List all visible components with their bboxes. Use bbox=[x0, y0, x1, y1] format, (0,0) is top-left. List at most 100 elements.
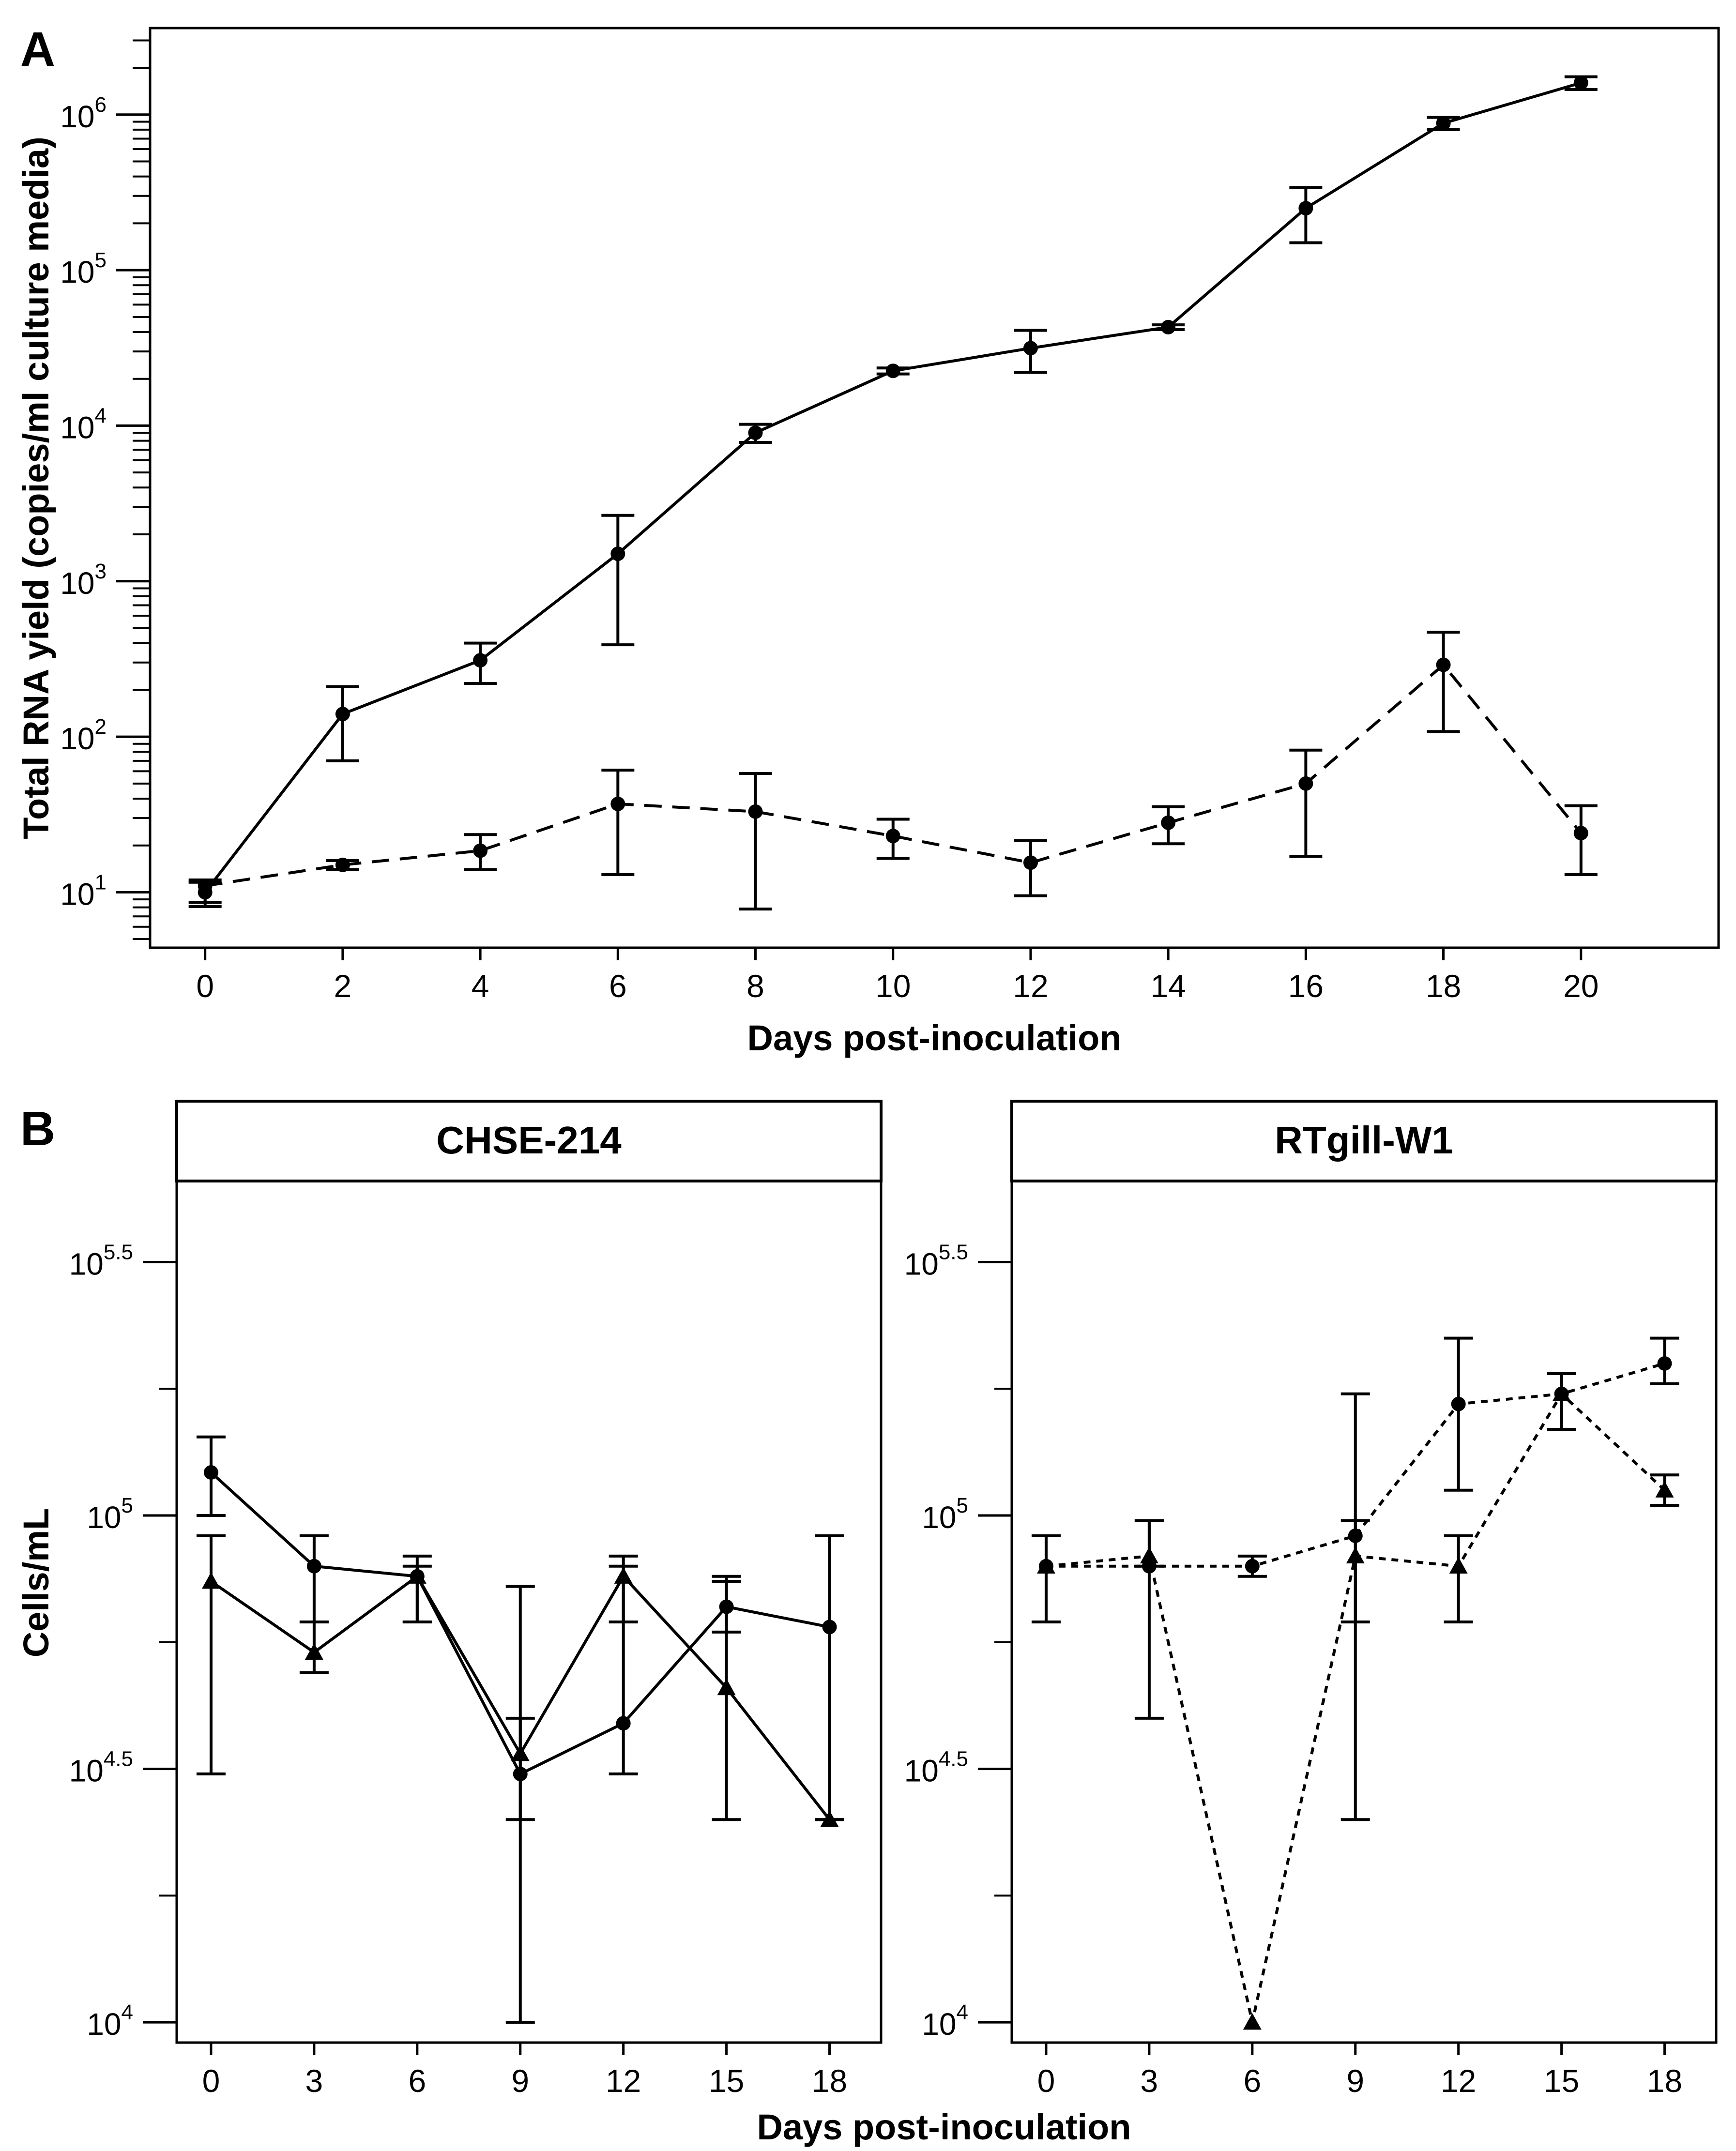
error-bar bbox=[402, 1554, 432, 1623]
panel-label: B bbox=[20, 1102, 55, 1156]
series-dashed bbox=[188, 631, 1598, 911]
data-point bbox=[1449, 1557, 1468, 1574]
y-tick-label: 106 bbox=[60, 93, 107, 134]
x-axis-label: Days post-inoculation bbox=[747, 1018, 1122, 1058]
data-point bbox=[1436, 116, 1451, 131]
data-point bbox=[610, 546, 625, 561]
data-point bbox=[1573, 76, 1588, 91]
data-point bbox=[473, 843, 488, 858]
y-tick-label: 105 bbox=[60, 248, 107, 289]
data-point bbox=[614, 1567, 633, 1584]
error-bar bbox=[1444, 1336, 1473, 1492]
y-axis-label: Cells/mL bbox=[16, 1508, 56, 1657]
error-bar bbox=[1444, 1534, 1473, 1623]
data-point bbox=[1036, 1557, 1055, 1574]
y-tick-label: 105 bbox=[922, 1494, 968, 1535]
plot-frame bbox=[149, 27, 1720, 949]
series-line bbox=[205, 663, 1583, 888]
x-tick-label: 14 bbox=[1150, 968, 1186, 1004]
x-tick-label: 2 bbox=[334, 968, 352, 1004]
data-point bbox=[511, 1744, 530, 1761]
error-bar bbox=[1031, 1534, 1061, 1623]
x-tick-label: 3 bbox=[1141, 2063, 1158, 2099]
x-tick-label: 10 bbox=[875, 968, 911, 1004]
y-tick-label: 105.5 bbox=[69, 1241, 133, 1282]
error-bar bbox=[601, 514, 635, 647]
x-tick-label: 4 bbox=[472, 968, 489, 1004]
series-triangle bbox=[196, 1534, 844, 1827]
facet-strip bbox=[1010, 1100, 1718, 1182]
y-tick-label: 101 bbox=[60, 870, 107, 911]
data-point bbox=[610, 796, 625, 811]
data-point bbox=[1298, 201, 1313, 216]
error-bar bbox=[326, 685, 359, 762]
data-point bbox=[1243, 2013, 1262, 2030]
data-point bbox=[203, 1465, 218, 1480]
y-tick-label: 104.5 bbox=[904, 1747, 968, 1788]
error-bar bbox=[1340, 1519, 1370, 1623]
data-point bbox=[408, 1567, 426, 1584]
data-point bbox=[717, 1679, 736, 1696]
x-axis-label: Days post-inoculation bbox=[757, 2107, 1131, 2147]
data-point bbox=[748, 804, 763, 819]
panel-label: A bbox=[20, 22, 55, 76]
data-point bbox=[335, 707, 350, 722]
data-point bbox=[1023, 855, 1038, 870]
data-point bbox=[1573, 826, 1588, 841]
y-tick-label: 102 bbox=[60, 715, 107, 756]
x-tick-label: 15 bbox=[1544, 2063, 1579, 2099]
data-point bbox=[473, 653, 488, 668]
error-bar bbox=[299, 1534, 329, 1623]
x-tick-label: 9 bbox=[511, 2063, 529, 2099]
panel-b: B Days post-inoculation Cells/mL CHSE-214 10… bbox=[16, 1100, 1718, 2147]
error-bar bbox=[739, 772, 772, 911]
x-tick-label: 12 bbox=[1441, 2063, 1476, 2099]
error-bar bbox=[601, 769, 635, 876]
series-solid bbox=[188, 75, 1598, 904]
y-tick-label: 103 bbox=[60, 560, 107, 601]
data-point bbox=[1451, 1396, 1466, 1411]
error-bar bbox=[196, 1534, 226, 1776]
y-tick-label: 105.5 bbox=[904, 1241, 968, 1282]
y-tick-label: 104.5 bbox=[69, 1747, 133, 1788]
data-point bbox=[306, 1559, 321, 1574]
data-point bbox=[616, 1716, 631, 1731]
data-point bbox=[1657, 1356, 1672, 1371]
data-point bbox=[820, 1810, 839, 1827]
data-point bbox=[1655, 1481, 1674, 1498]
y-tick-label: 104 bbox=[60, 404, 107, 445]
data-point bbox=[1552, 1384, 1571, 1401]
x-tick-label: 20 bbox=[1563, 968, 1599, 1004]
plot-frame bbox=[175, 1180, 883, 2044]
error-bar bbox=[609, 1554, 638, 1623]
data-point bbox=[885, 829, 900, 844]
data-point bbox=[748, 425, 763, 440]
data-point bbox=[1161, 319, 1176, 334]
data-point bbox=[1436, 657, 1451, 672]
data-point bbox=[1346, 1546, 1365, 1564]
facet-title: RTgill-W1 bbox=[1275, 1119, 1453, 1162]
y-tick-label: 104 bbox=[87, 2000, 133, 2042]
x-tick-label: 8 bbox=[746, 968, 764, 1004]
y-tick-label: 104 bbox=[922, 2000, 968, 2042]
x-tick-label: 0 bbox=[1037, 2063, 1055, 2099]
facet-strip bbox=[175, 1100, 883, 1182]
x-tick-label: 18 bbox=[1426, 968, 1461, 1004]
facet-rtgill-w1: RTgill-W1 104 104.5 105 105.5 0 3 6 9 12 15 18 bbox=[904, 1100, 1718, 2099]
x-tick-label: 6 bbox=[408, 2063, 426, 2099]
y-axis-label: Total RNA yield (copies/ml culture media… bbox=[16, 136, 56, 839]
error-bar bbox=[1547, 1372, 1576, 1431]
error-bar bbox=[505, 1716, 535, 1821]
x-tick-label: 0 bbox=[202, 2063, 220, 2099]
data-point bbox=[1245, 1559, 1260, 1574]
x-tick-label: 9 bbox=[1346, 2063, 1364, 2099]
facet-title: CHSE-214 bbox=[436, 1119, 622, 1162]
data-point bbox=[335, 857, 350, 872]
x-tick-label: 0 bbox=[196, 968, 214, 1004]
error-bar bbox=[712, 1575, 741, 1821]
x-tick-label: 15 bbox=[709, 2063, 744, 2099]
error-bar bbox=[1427, 631, 1460, 733]
x-tick-label: 3 bbox=[305, 2063, 323, 2099]
data-point bbox=[885, 364, 900, 379]
